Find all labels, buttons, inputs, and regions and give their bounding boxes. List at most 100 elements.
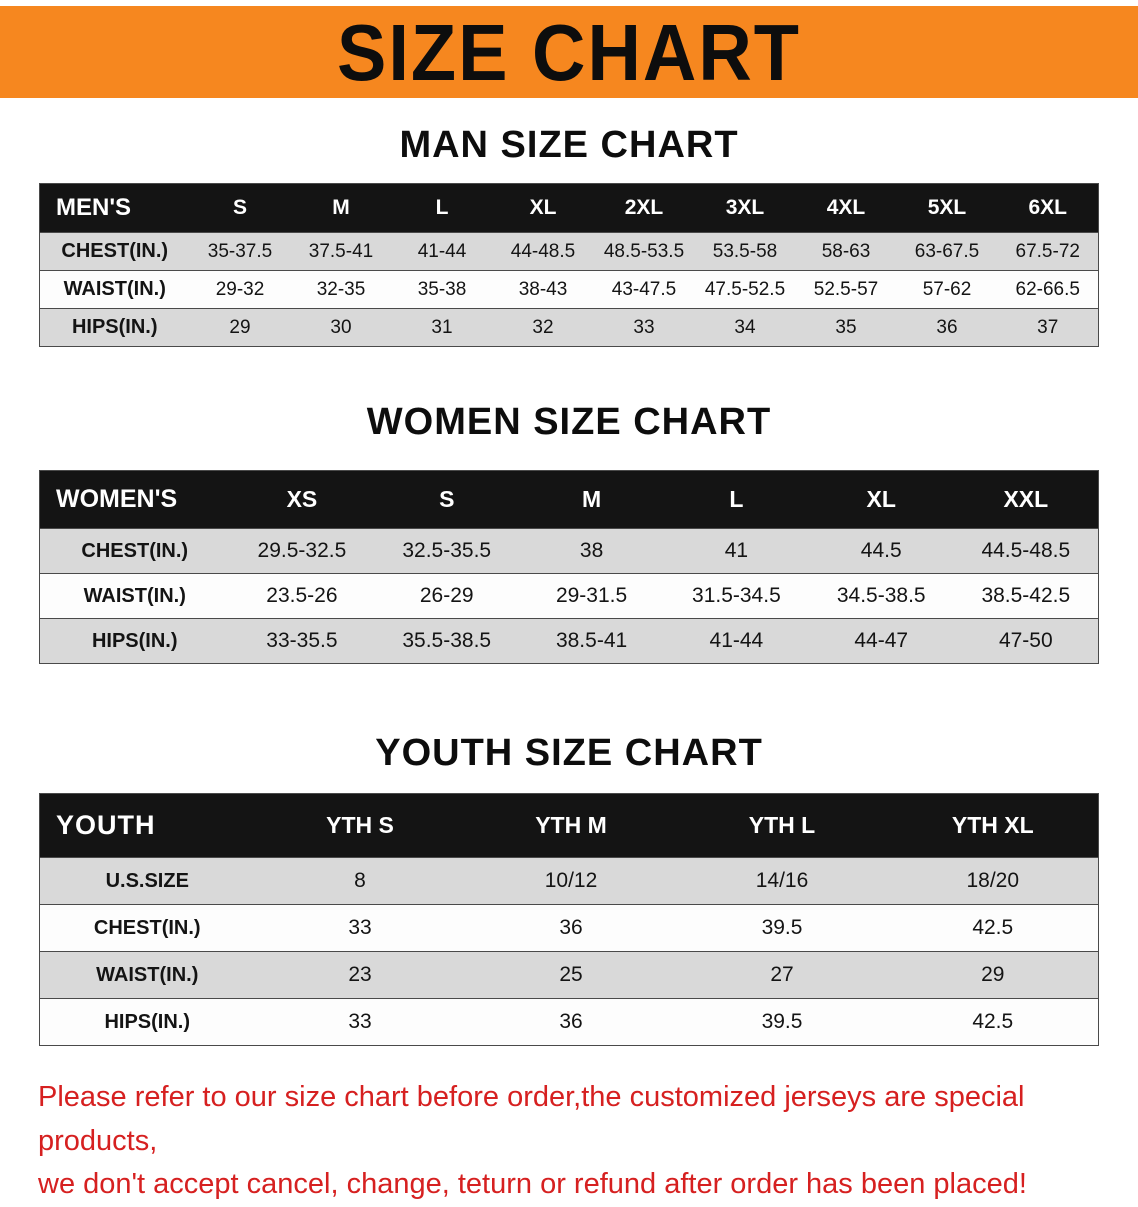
- size-value: 36: [559, 916, 583, 939]
- measurement-row: CHEST(IN.) 35-37.5 37.5-41 41-44 44-48.5 48.5…: [39, 232, 1099, 271]
- size-value: 67.5-72: [1015, 240, 1080, 262]
- size-value: 23: [348, 963, 372, 986]
- size-value: 44-47: [854, 629, 909, 652]
- size-column-header: S: [189, 183, 291, 233]
- measurement-row: HIPS(IN.) 33-35.5 35.5-38.5 38.5-41 41-44 44-…: [39, 618, 1099, 664]
- measurement-label: WAIST(IN.): [63, 278, 166, 300]
- size-value: 38.5-42.5: [981, 584, 1071, 607]
- women-size-table: WOMEN'S XS S M L XL XXL CHEST(IN.) 29.5-32.5 32.5…: [39, 470, 1099, 664]
- size-column-header: YTH XL: [887, 793, 1099, 858]
- size-value: 38-43: [518, 278, 568, 300]
- measurement-label: CHEST(IN.): [93, 916, 201, 939]
- size-column-header: S: [374, 470, 520, 529]
- size-chart-banner: SIZE CHART: [0, 6, 1138, 98]
- size-value: 44-48.5: [510, 240, 576, 262]
- measurement-label: HIPS(IN.): [104, 1010, 191, 1033]
- size-column-header: YTH M: [465, 793, 677, 858]
- size-value: 29: [229, 316, 251, 338]
- size-value: 48.5-53.5: [603, 240, 685, 262]
- size-value: 44.5: [860, 539, 902, 562]
- header-row: MEN'S S M L XL 2XL 3XL 4XL 5XL 6XL: [39, 183, 1099, 233]
- size-value: 39.5: [761, 916, 803, 939]
- size-column-header: M: [519, 470, 664, 529]
- measurement-row: WAIST(IN.) 29-32 32-35 35-38 38-43 43-47.5 47.…: [39, 270, 1099, 309]
- measurement-label: WAIST(IN.): [83, 584, 186, 607]
- size-column-header: XL: [808, 470, 954, 529]
- size-value: 33-35.5: [266, 629, 338, 652]
- men-size-table: MEN'S S M L XL 2XL 3XL 4XL 5XL 6XL CHEST(IN.) 35-37…: [39, 183, 1099, 347]
- size-value: 41: [724, 539, 749, 562]
- disclaimer-line-1: Please refer to our size chart before or…: [38, 1081, 1025, 1157]
- size-column-header: 6XL: [997, 183, 1099, 233]
- size-value: 41-44: [709, 629, 764, 652]
- size-value: 29: [981, 963, 1005, 986]
- size-value: 57-62: [922, 278, 972, 300]
- measurement-row: U.S.SIZE 8 10/12 14/16 18/20: [39, 857, 1099, 905]
- table-corner-label: MEN'S: [39, 183, 190, 233]
- measurement-row: CHEST(IN.) 33 36 39.5 42.5: [39, 904, 1099, 952]
- size-value: 35.5-38.5: [402, 629, 492, 652]
- header-row: YOUTH YTH S YTH M YTH L YTH XL: [39, 793, 1099, 858]
- size-value: 35: [835, 316, 857, 338]
- size-value: 58-63: [821, 240, 871, 262]
- size-value: 27: [770, 963, 794, 986]
- size-value: 42.5: [972, 916, 1014, 939]
- size-value: 34.5-38.5: [836, 584, 926, 607]
- size-value: 53.5-58: [712, 240, 778, 262]
- size-value: 32: [532, 316, 554, 338]
- size-value: 52.5-57: [813, 278, 879, 300]
- size-value: 31.5-34.5: [692, 584, 781, 607]
- size-value: 10/12: [544, 869, 598, 892]
- youth-size-table: YOUTH YTH S YTH M YTH L YTH XL U.S.SIZE 8 10/12…: [39, 793, 1099, 1046]
- size-value: 33: [633, 316, 655, 338]
- size-column-header: L: [663, 470, 809, 529]
- size-column-header: L: [391, 183, 493, 233]
- size-column-header: YTH L: [676, 793, 888, 858]
- size-value: 31: [431, 316, 453, 338]
- size-chart-page: SIZE CHART MAN SIZE CHART MEN'S S M L XL 2XL 3…: [0, 6, 1138, 1200]
- size-column-header: 5XL: [896, 183, 998, 233]
- measurement-label: CHEST(IN.): [81, 539, 189, 562]
- size-value: 38: [579, 539, 604, 562]
- size-value: 8: [354, 869, 366, 892]
- size-value: 62-66.5: [1015, 278, 1080, 300]
- size-column-header: XXL: [953, 470, 1099, 529]
- size-value: 47-50: [998, 629, 1053, 652]
- size-value: 32-35: [316, 278, 366, 300]
- measurement-label: HIPS(IN.): [71, 316, 158, 338]
- banner-title: SIZE CHART: [337, 7, 801, 97]
- measurement-label: CHEST(IN.): [61, 240, 169, 262]
- size-column-header: M: [290, 183, 392, 233]
- size-value: 30: [330, 316, 352, 338]
- measurement-row: HIPS(IN.) 29 30 31 32 33 34 35 36 37: [39, 308, 1099, 347]
- section-title-youth: YOUTH SIZE CHART: [375, 732, 763, 774]
- size-value: 33: [348, 916, 372, 939]
- size-value: 43-47.5: [611, 278, 677, 300]
- measurement-row: WAIST(IN.) 23.5-26 26-29 29-31.5 31.5-34.5 34…: [39, 573, 1099, 619]
- size-value: 14/16: [755, 869, 809, 892]
- section-title-women: WOMEN SIZE CHART: [366, 401, 772, 443]
- size-value: 18/20: [966, 869, 1020, 892]
- size-value: 35-37.5: [207, 240, 273, 262]
- table-corner-label: YOUTH: [39, 793, 255, 858]
- size-value: 29-31.5: [555, 584, 628, 607]
- size-value: 26-29: [419, 584, 474, 607]
- size-value: 29-32: [215, 278, 265, 300]
- size-value: 32.5-35.5: [402, 539, 492, 562]
- size-value: 23.5-26: [266, 584, 338, 607]
- size-value: 41-44: [417, 240, 467, 262]
- size-value: 25: [559, 963, 583, 986]
- size-value: 34: [734, 316, 756, 338]
- disclaimer-line-2: we don't accept cancel, change, teturn o…: [38, 1168, 1027, 1200]
- measurement-label: U.S.SIZE: [105, 869, 189, 892]
- size-column-header: XS: [229, 470, 375, 529]
- size-value: 36: [936, 316, 958, 338]
- size-value: 47.5-52.5: [704, 278, 786, 300]
- size-column-header: XL: [492, 183, 594, 233]
- size-value: 29.5-32.5: [257, 539, 347, 562]
- header-row: WOMEN'S XS S M L XL XXL: [39, 470, 1099, 529]
- size-column-header: 4XL: [795, 183, 897, 233]
- size-value: 33: [348, 1010, 372, 1033]
- size-value: 63-67.5: [914, 240, 980, 262]
- size-column-header: 3XL: [694, 183, 796, 233]
